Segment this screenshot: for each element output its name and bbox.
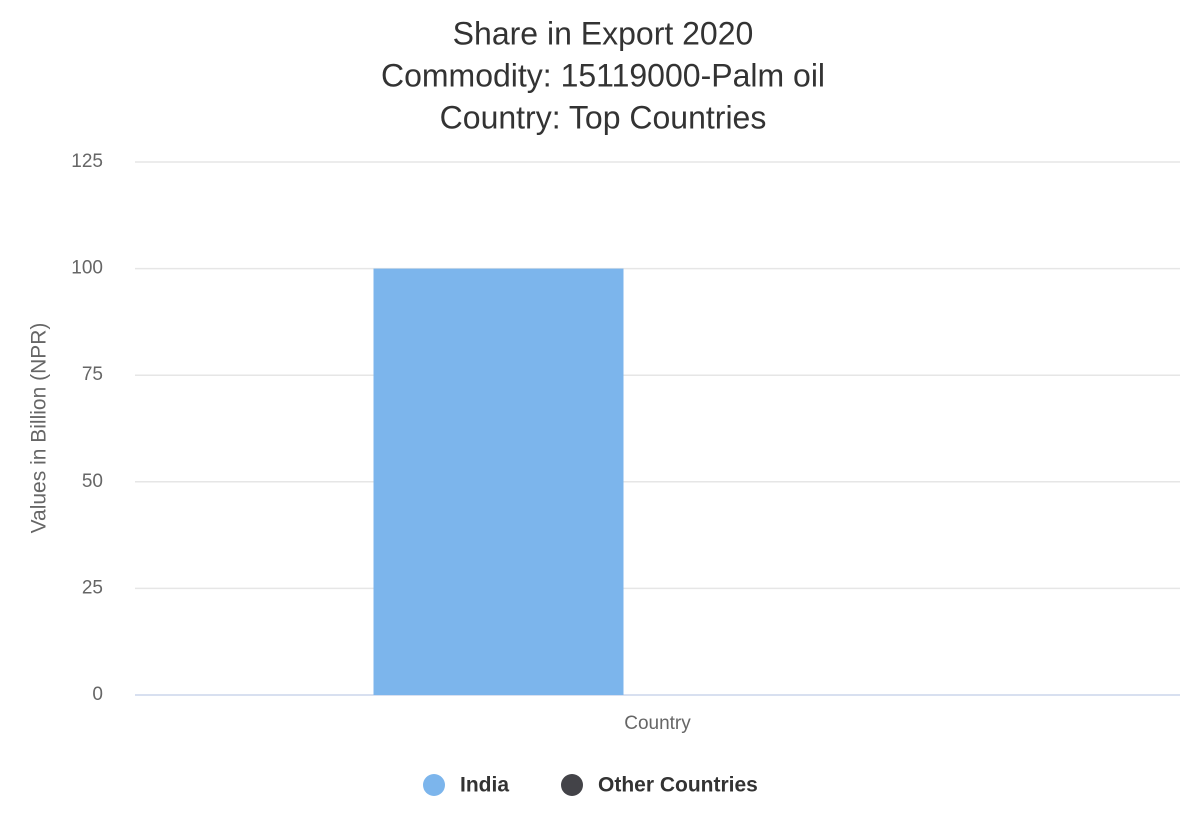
- y-tick-label: 25: [82, 577, 103, 598]
- y-tick-label: 125: [71, 151, 103, 172]
- y-axis-label: Values in Billion (NPR): [28, 323, 51, 534]
- legend-marker: [561, 774, 583, 796]
- y-tick-label: 75: [82, 364, 103, 385]
- legend-marker: [423, 774, 445, 796]
- chart-title: Country: Top Countries: [440, 99, 767, 135]
- y-tick-label: 50: [82, 471, 103, 492]
- x-tick-label: Country: [624, 713, 691, 734]
- chart-title: Commodity: 15119000-Palm oil: [381, 57, 825, 93]
- legend-label: India: [460, 774, 509, 797]
- y-tick-label: 0: [92, 684, 103, 705]
- y-tick-label: 100: [71, 258, 103, 279]
- bar: [373, 268, 624, 695]
- legend-label: Other Countries: [598, 774, 758, 797]
- chart-title: Share in Export 2020: [453, 15, 754, 51]
